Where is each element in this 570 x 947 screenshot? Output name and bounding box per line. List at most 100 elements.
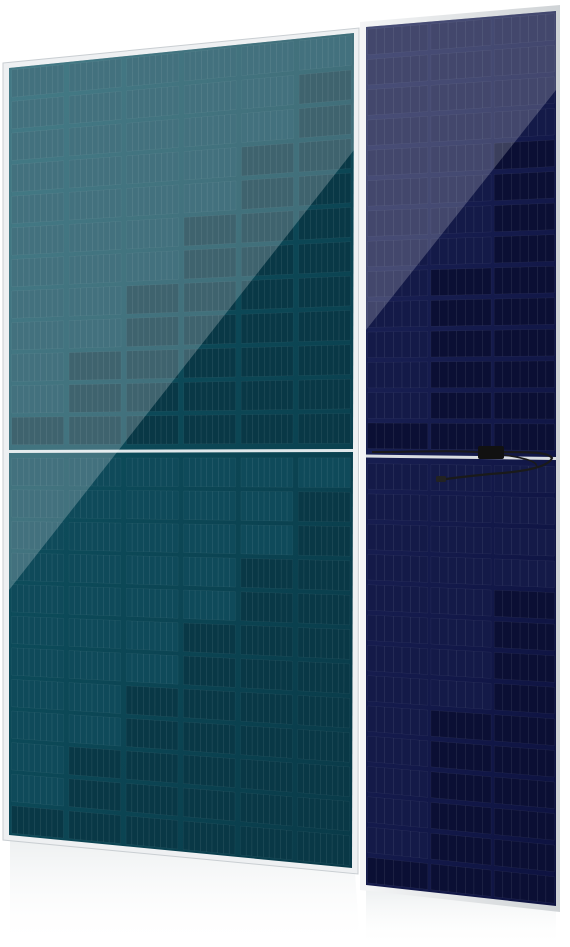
solar-cell [126, 250, 179, 282]
solar-cell [297, 796, 350, 832]
solar-cell [430, 330, 492, 358]
solar-cell [68, 554, 122, 584]
solar-cell [240, 758, 293, 793]
solar-cell [298, 207, 351, 241]
solar-cell [11, 384, 64, 414]
solar-cell [298, 344, 351, 376]
solar-cell [125, 750, 179, 784]
solar-cell [430, 832, 492, 866]
solar-cell [367, 269, 428, 298]
solar-cell [297, 593, 351, 626]
solar-cell [367, 645, 428, 675]
solar-cell [297, 559, 351, 591]
solar-cell [297, 661, 350, 694]
solar-cell [241, 41, 294, 76]
solar-cell [430, 267, 492, 296]
solar-cell [68, 489, 122, 519]
solar-cell [494, 683, 555, 715]
solar-cell [68, 457, 122, 487]
solar-cell [183, 280, 237, 313]
solar-cell [183, 46, 237, 82]
solar-cell [430, 802, 492, 835]
solar-cell [125, 718, 179, 751]
solar-cell [241, 142, 294, 177]
solar-cell [68, 810, 121, 844]
solar-cell [430, 556, 492, 586]
cable [439, 450, 554, 482]
solar-cell [430, 863, 492, 897]
solar-cell [430, 771, 492, 804]
solar-cell [68, 91, 122, 125]
solar-cell [430, 648, 492, 679]
solar-cell [298, 491, 351, 523]
solar-cell [241, 210, 294, 244]
solar-cell [367, 85, 428, 116]
solar-cell [240, 825, 293, 861]
solar-cell [11, 615, 64, 647]
solar-cell [240, 457, 294, 488]
solar-cell [494, 392, 555, 420]
solar-cell [125, 783, 179, 817]
solar-cell [183, 247, 237, 280]
solar-cell [240, 591, 293, 623]
solar-cell [367, 330, 428, 358]
solar-cell [68, 350, 122, 381]
solar-cell [68, 522, 122, 552]
solar-cell [126, 217, 179, 250]
solar-cell [494, 44, 555, 77]
solar-cell [11, 128, 64, 161]
solar-cell [240, 691, 293, 725]
solar-cell [11, 224, 64, 256]
solar-cell [11, 64, 64, 98]
solar-cell [494, 13, 555, 46]
solar-cell [240, 625, 293, 657]
solar-cell [430, 494, 492, 523]
solar-cell [68, 618, 122, 649]
solar-cell [241, 244, 294, 277]
solar-cell [183, 457, 236, 488]
solar-cell [126, 457, 179, 487]
solar-cell [298, 104, 352, 139]
solar-cell [183, 589, 236, 621]
solar-cell [183, 147, 237, 181]
junction-box-and-cables [371, 446, 554, 482]
front-cell-grid [9, 35, 354, 866]
solar-cell [494, 76, 555, 108]
solar-cell [183, 787, 236, 822]
solar-cell [11, 742, 64, 775]
solar-cell [298, 69, 352, 105]
solar-cell [240, 380, 294, 411]
solar-cell [430, 740, 492, 773]
solar-cell [183, 414, 236, 445]
solar-cell [430, 236, 492, 266]
solar-cell [430, 18, 492, 51]
solar-cell [183, 381, 236, 412]
solar-cell [494, 620, 555, 652]
solar-cell [126, 316, 179, 347]
solar-cell [241, 278, 294, 311]
solar-cell [126, 382, 179, 412]
solar-cell [494, 527, 555, 557]
solar-cell [68, 383, 122, 413]
solar-cell [183, 80, 237, 115]
solar-cell [11, 256, 64, 288]
solar-cell [11, 160, 64, 193]
solar-cell [68, 415, 122, 445]
solar-cell [11, 521, 64, 551]
solar-cell [430, 587, 492, 617]
solar-cell [430, 205, 492, 235]
solar-cell [367, 238, 428, 268]
solar-cell [494, 329, 555, 357]
solar-cell [126, 52, 179, 87]
solar-cell [11, 352, 64, 382]
solar-cell [126, 555, 179, 586]
solar-cell [430, 423, 492, 451]
solar-cell [183, 523, 236, 554]
rear-panel [360, 5, 560, 912]
solar-cell [367, 493, 428, 522]
solar-cell [240, 413, 294, 444]
solar-cell [126, 184, 179, 217]
solar-cell [367, 392, 428, 419]
solar-cell [125, 815, 179, 850]
